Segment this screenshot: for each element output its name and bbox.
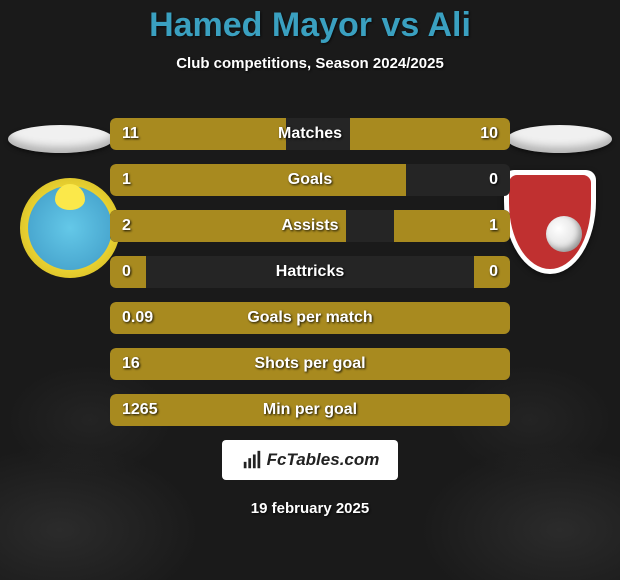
stat-row-goals-per-match: 0.09 Goals per match <box>110 302 510 334</box>
player-right-platform <box>507 125 612 153</box>
soccer-ball-icon <box>546 216 582 252</box>
shield-icon <box>504 170 596 274</box>
stat-value-left: 1265 <box>122 401 158 419</box>
stat-value-right: 1 <box>489 217 498 235</box>
team-crest-right <box>500 172 600 272</box>
stat-label: Goals per match <box>247 309 372 327</box>
stat-label: Goals <box>288 171 332 189</box>
stat-value-left: 0.09 <box>122 309 153 327</box>
stat-value-left: 2 <box>122 217 131 235</box>
chart-icon <box>241 449 263 471</box>
stat-row-assists: 2 1 Assists <box>110 210 510 242</box>
stat-label: Matches <box>278 125 342 143</box>
stat-label: Min per goal <box>263 401 357 419</box>
stat-value-right: 10 <box>480 125 498 143</box>
stat-label: Hattricks <box>276 263 344 281</box>
stat-label: Shots per goal <box>254 355 365 373</box>
stat-row-min-per-goal: 1265 Min per goal <box>110 394 510 426</box>
page-title: Hamed Mayor vs Ali <box>0 0 620 45</box>
subtitle: Club competitions, Season 2024/2025 <box>0 55 620 72</box>
brand-badge: FcTables.com <box>222 440 398 480</box>
brand-text: FcTables.com <box>267 450 380 470</box>
stat-row-matches: 11 10 Matches <box>110 118 510 150</box>
bar-fill-left <box>110 164 406 196</box>
player-left-platform <box>8 125 113 153</box>
stat-value-right: 0 <box>489 263 498 281</box>
date-text: 19 february 2025 <box>251 500 369 517</box>
stat-label: Assists <box>282 217 339 235</box>
stat-row-hattricks: 0 0 Hattricks <box>110 256 510 288</box>
stat-bars: 1110Matches10Goals21Assists00Hattricks0.… <box>110 118 510 440</box>
stat-row-goals: 1 0 Goals <box>110 164 510 196</box>
stat-value-left: 1 <box>122 171 131 189</box>
stat-row-shots-per-goal: 16 Shots per goal <box>110 348 510 380</box>
stat-value-left: 16 <box>122 355 140 373</box>
team-crest-left <box>20 178 120 278</box>
stat-value-right: 0 <box>489 171 498 189</box>
stat-value-left: 0 <box>122 263 131 281</box>
stat-value-left: 11 <box>122 125 139 143</box>
